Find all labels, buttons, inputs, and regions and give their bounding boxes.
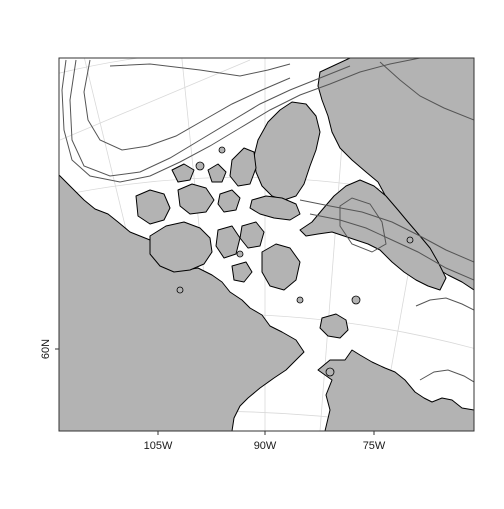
victoria-island xyxy=(149,221,213,273)
prince-patrick-island xyxy=(171,163,195,183)
x-tick-label: 90W xyxy=(254,440,277,452)
contour-line xyxy=(61,58,421,183)
islet xyxy=(218,146,226,154)
contour-line xyxy=(379,61,474,121)
islet xyxy=(176,286,184,294)
x-axis: 105W 90W 75W xyxy=(144,431,386,452)
melville-island xyxy=(177,183,215,215)
ellef-ringnes-island xyxy=(207,163,227,183)
y-axis: 60N xyxy=(40,339,59,359)
prince-of-wales-island xyxy=(215,225,241,259)
contour-line xyxy=(419,369,474,383)
depth-contours xyxy=(61,58,474,383)
king-william-island xyxy=(231,261,253,283)
contour-line xyxy=(69,59,351,177)
panel-border xyxy=(58,57,475,432)
islet xyxy=(406,236,414,244)
contour-line xyxy=(299,199,474,263)
islet xyxy=(296,296,304,304)
contour-line xyxy=(415,297,474,311)
mainland-west xyxy=(59,174,305,431)
southampton-island xyxy=(319,313,349,339)
islets xyxy=(176,146,414,377)
islet xyxy=(195,161,205,171)
devon-island xyxy=(249,195,301,221)
islet xyxy=(325,367,335,377)
contour-line xyxy=(109,63,291,77)
islet xyxy=(351,295,361,305)
bathurst-island xyxy=(217,189,241,213)
x-tick-label: 105W xyxy=(144,440,173,452)
boothia-peninsula xyxy=(261,243,301,291)
contour-line xyxy=(83,59,291,151)
ellesmere-island xyxy=(253,101,321,201)
islet xyxy=(236,250,244,258)
mainland-east-hudson xyxy=(317,349,474,431)
x-tick-label: 75W xyxy=(363,440,386,452)
map-panel xyxy=(59,58,474,431)
land xyxy=(59,58,474,431)
y-tick-label: 60N xyxy=(40,339,52,359)
axel-heiberg-island xyxy=(229,147,257,187)
contour-line xyxy=(339,197,387,253)
banks-island xyxy=(135,189,171,225)
